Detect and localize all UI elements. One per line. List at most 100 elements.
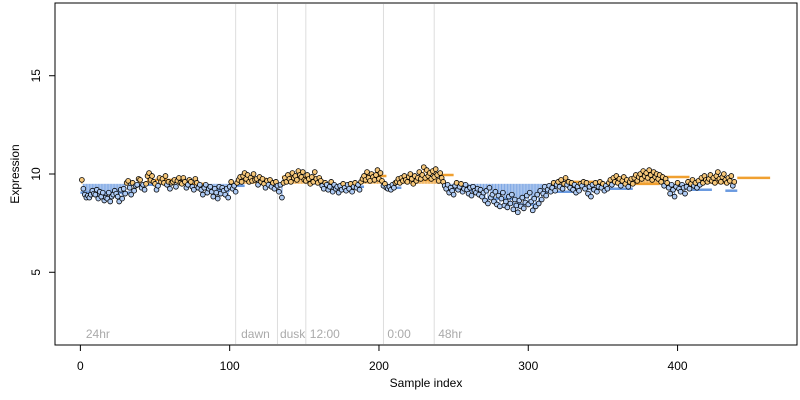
data-point (202, 182, 209, 188)
data-point (259, 176, 266, 182)
data-point (629, 181, 636, 187)
data-point (173, 183, 179, 190)
data-point (513, 202, 520, 209)
data-point (503, 198, 509, 205)
data-points (79, 164, 738, 216)
data-point (349, 188, 355, 195)
data-point (128, 191, 134, 198)
data-point (526, 189, 533, 196)
data-point (373, 172, 379, 178)
data-point (228, 179, 234, 185)
data-point (432, 166, 439, 172)
data-point (80, 185, 87, 192)
data-point (559, 185, 566, 192)
data-point (604, 185, 611, 192)
annotation-label: 48hr (438, 327, 462, 341)
data-point (504, 204, 511, 211)
data-point (167, 185, 173, 192)
x-tick-label: 300 (518, 359, 538, 373)
data-point (507, 200, 514, 207)
data-point (391, 184, 397, 191)
data-point (294, 177, 300, 183)
data-point (126, 184, 133, 191)
data-point (371, 177, 378, 183)
data-point (582, 185, 588, 192)
data-point (485, 200, 491, 207)
data-point (317, 178, 324, 184)
data-point (658, 179, 664, 185)
data-point (543, 192, 549, 199)
data-point (510, 206, 517, 213)
data-point (625, 183, 632, 190)
data-point (114, 193, 121, 200)
data-point (682, 190, 688, 197)
data-point (594, 188, 600, 195)
y-tick-label: 10 (29, 167, 43, 181)
data-point (531, 195, 538, 202)
data-point (486, 184, 493, 191)
data-point (450, 191, 457, 198)
data-point (197, 182, 203, 188)
data-point (232, 188, 239, 195)
data-point (404, 179, 411, 185)
data-point (671, 193, 678, 200)
data-point (207, 183, 214, 190)
data-point (727, 178, 733, 184)
data-point (364, 169, 370, 175)
data-point (529, 207, 536, 214)
data-point (407, 171, 414, 177)
data-point (686, 185, 693, 192)
annotation-label: dawn (241, 327, 270, 341)
x-tick-label: 100 (220, 359, 240, 373)
data-point (534, 191, 541, 198)
data-point (512, 196, 518, 203)
data-point (213, 189, 220, 196)
data-point (468, 192, 475, 199)
data-point (79, 177, 85, 183)
data-point (535, 200, 542, 207)
period-annotations: 24hr dawn dusk 12:00 0:00 48hr (86, 327, 462, 341)
data-point (646, 167, 652, 173)
data-point (238, 179, 245, 185)
data-point (583, 180, 590, 186)
data-point (279, 194, 285, 201)
annotation-label: 12:00 (310, 327, 340, 341)
data-point (356, 186, 363, 193)
data-point (122, 190, 128, 197)
data-point (155, 182, 161, 189)
data-point (712, 180, 718, 186)
data-point (125, 178, 131, 184)
x-tick-label: 400 (668, 359, 688, 373)
data-point (326, 183, 333, 190)
data-point (715, 169, 721, 175)
annotation-label: dusk (280, 327, 306, 341)
data-point (107, 198, 114, 205)
data-point (214, 195, 221, 202)
annotation-label: 0:00 (387, 327, 411, 341)
data-point (437, 170, 443, 176)
data-point (188, 179, 194, 185)
data-point (308, 174, 315, 180)
data-point (668, 182, 675, 188)
x-tick-label: 0 (77, 359, 84, 373)
data-point (149, 173, 155, 179)
data-point (718, 179, 724, 185)
data-point (276, 188, 282, 195)
data-point (120, 185, 127, 192)
data-point (538, 196, 545, 203)
data-point (562, 175, 569, 181)
data-point (500, 189, 506, 196)
data-point (498, 195, 505, 202)
data-point (552, 187, 558, 194)
data-point (162, 173, 169, 179)
data-point (300, 169, 306, 175)
data-point (119, 195, 125, 202)
y-tick-label: 15 (29, 69, 43, 83)
y-axis: 5 10 15 (29, 69, 56, 276)
data-point (105, 189, 112, 196)
data-point (731, 179, 738, 185)
data-point (497, 203, 503, 210)
data-point (519, 194, 526, 201)
data-point (311, 169, 318, 175)
